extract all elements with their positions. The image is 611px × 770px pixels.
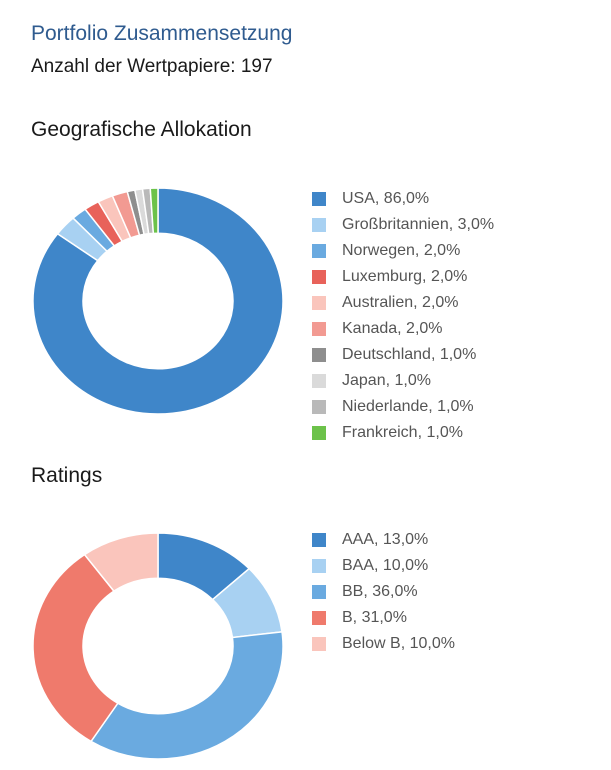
- geo-legend-item-2: Norwegen, 2,0%: [312, 238, 494, 264]
- geo-legend-swatch-8: [312, 400, 326, 414]
- geo-chart-title: Geografische Allokation: [31, 118, 252, 141]
- ratings-legend: AAA, 13,0% BAA, 10,0% BB, 36,0% B, 31,0% Bel…: [312, 527, 455, 657]
- ratings-slice-4: [83, 532, 159, 593]
- geo-slice-9: [149, 187, 159, 235]
- geo-legend-swatch-0: [312, 192, 326, 206]
- geo-legend-item-6: Deutschland, 1,0%: [312, 342, 494, 368]
- geo-legend-item-1: Großbritannien, 3,0%: [312, 212, 494, 238]
- geo-legend-swatch-1: [312, 218, 326, 232]
- geo-slice-0: [32, 187, 284, 415]
- ratings-legend-item-2: BB, 36,0%: [312, 579, 455, 605]
- geo-legend-swatch-4: [312, 296, 326, 310]
- geo-legend-item-3: Luxemburg, 2,0%: [312, 264, 494, 290]
- geo-legend-label-9: Frankreich, 1,0%: [342, 424, 463, 441]
- ratings-legend-swatch-4: [312, 637, 326, 651]
- geo-legend-label-3: Luxemburg, 2,0%: [342, 268, 468, 285]
- geo-legend-item-8: Niederlande, 1,0%: [312, 394, 494, 420]
- geo-legend-swatch-5: [312, 322, 326, 336]
- ratings-slice-3: [32, 553, 119, 743]
- geo-legend-item-0: USA, 86,0%: [312, 186, 494, 212]
- geo-legend-swatch-7: [312, 374, 326, 388]
- geo-legend-label-4: Australien, 2,0%: [342, 294, 459, 311]
- ratings-legend-label-4: Below B, 10,0%: [342, 635, 455, 652]
- ratings-legend-swatch-3: [312, 611, 326, 625]
- geo-legend-label-6: Deutschland, 1,0%: [342, 346, 477, 363]
- geo-legend-label-5: Kanada, 2,0%: [342, 320, 443, 337]
- geo-legend-swatch-6: [312, 348, 326, 362]
- geo-legend-label-0: USA, 86,0%: [342, 190, 430, 207]
- ratings-legend-item-0: AAA, 13,0%: [312, 527, 455, 553]
- geo-legend-item-5: Kanada, 2,0%: [312, 316, 494, 342]
- ratings-chart-title: Ratings: [31, 464, 103, 487]
- ratings-legend-label-2: BB, 36,0%: [342, 583, 418, 600]
- ratings-slice-2: [89, 631, 284, 760]
- ratings-legend-label-0: AAA, 13,0%: [342, 531, 429, 548]
- securities-count: Anzahl der Wertpapiere: 197: [31, 56, 273, 77]
- ratings-legend-item-4: Below B, 10,0%: [312, 631, 455, 657]
- ratings-donut-chart: [32, 532, 284, 760]
- ratings-legend-item-1: BAA, 10,0%: [312, 553, 455, 579]
- geo-legend-swatch-9: [312, 426, 326, 440]
- ratings-legend-label-1: BAA, 10,0%: [342, 557, 429, 574]
- geo-legend-label-1: Großbritannien, 3,0%: [342, 216, 495, 233]
- geo-legend-label-8: Niederlande, 1,0%: [342, 398, 474, 415]
- geo-legend-item-7: Japan, 1,0%: [312, 368, 494, 394]
- ratings-legend-swatch-0: [312, 533, 326, 547]
- geo-legend-item-9: Frankreich, 1,0%: [312, 420, 494, 446]
- ratings-legend-swatch-2: [312, 585, 326, 599]
- ratings-legend-swatch-1: [312, 559, 326, 573]
- geo-legend-swatch-3: [312, 270, 326, 284]
- page-title: Portfolio Zusammensetzung: [31, 22, 293, 45]
- ratings-legend-label-3: B, 31,0%: [342, 609, 407, 626]
- ratings-legend-item-3: B, 31,0%: [312, 605, 455, 631]
- geo-donut-chart: [32, 187, 284, 415]
- geo-legend-swatch-2: [312, 244, 326, 258]
- geo-legend-label-7: Japan, 1,0%: [342, 372, 431, 389]
- geo-legend-label-2: Norwegen, 2,0%: [342, 242, 461, 259]
- geo-legend-item-4: Australien, 2,0%: [312, 290, 494, 316]
- geo-legend: USA, 86,0% Großbritannien, 3,0% Norwegen, …: [312, 186, 494, 446]
